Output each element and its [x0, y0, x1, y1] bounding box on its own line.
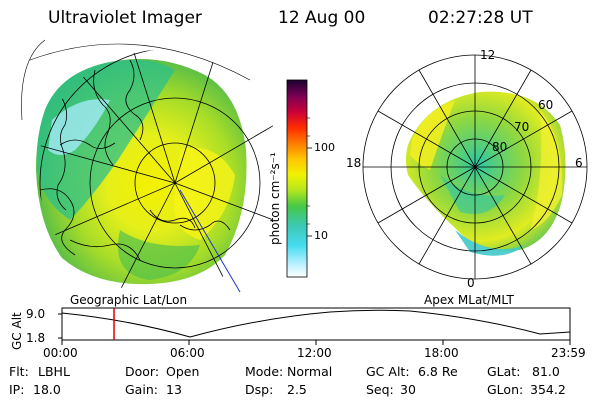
altitude-axis-label: GC Alt [10, 312, 24, 350]
time-tick-6: 06:00 [170, 346, 205, 360]
colorbar-tick-10: 10 [314, 229, 328, 242]
date-label: 12 Aug 00 [278, 8, 366, 28]
dsp-label: Dsp: [245, 382, 274, 397]
mlt-label-6: 6 [575, 156, 583, 170]
mlat-label-60: 60 [538, 98, 554, 112]
altitude-tick-9: 9.0 [26, 307, 46, 321]
gc-alt-label: GC Alt: [366, 364, 410, 379]
geographic-image [21, 39, 282, 294]
ip-value: 18.0 [33, 382, 61, 397]
altitude-plot [58, 307, 571, 345]
time-tick-24: 23:59 [551, 346, 586, 360]
door-label: Door: [125, 364, 160, 379]
mlt-label-12: 12 [480, 48, 496, 62]
colorbar-tick-100: 100 [314, 141, 335, 154]
gc-alt-value: 6.8 Re [418, 364, 458, 379]
flt-label: Flt: [9, 364, 29, 379]
mlt-label-0: 0 [467, 276, 475, 290]
mlat-label-80: 80 [492, 140, 508, 154]
mlt-label-18: 18 [346, 156, 362, 170]
geographic-panel-label: Geographic Lat/Lon [70, 293, 188, 307]
time-tick-18: 18:00 [424, 346, 459, 360]
mode-label: Mode: [245, 364, 284, 379]
colorbar-label: photon cm⁻²s⁻¹ [268, 152, 282, 245]
glon-value: 354.2 [530, 382, 566, 397]
dsp-value: 2.5 [287, 382, 307, 397]
mlat-label-70: 70 [514, 120, 530, 134]
glat-value: 81.0 [532, 364, 560, 379]
gain-label: Gain: [125, 382, 158, 397]
time-label: 02:27:28 UT [428, 8, 533, 28]
ip-label: IP: [9, 382, 25, 397]
polar-panel-label: Apex MLat/MLT [424, 293, 514, 307]
door-value: Open [166, 364, 200, 379]
seq-value: 30 [400, 382, 416, 397]
polar-plot [362, 54, 588, 280]
glon-label: GLon: [487, 382, 524, 397]
instrument-title: Ultraviolet Imager [48, 8, 202, 28]
mode-value: Normal [287, 364, 333, 379]
glat-label: GLat: [487, 364, 521, 379]
gain-value: 13 [166, 382, 182, 397]
time-tick-12: 12:00 [297, 346, 332, 360]
flt-value: LBHL [38, 364, 70, 379]
seq-label: Seq: [366, 382, 394, 397]
colorbar [286, 79, 312, 278]
altitude-tick-1.8: 1.8 [26, 331, 46, 345]
time-tick-0: 00:00 [43, 346, 78, 360]
